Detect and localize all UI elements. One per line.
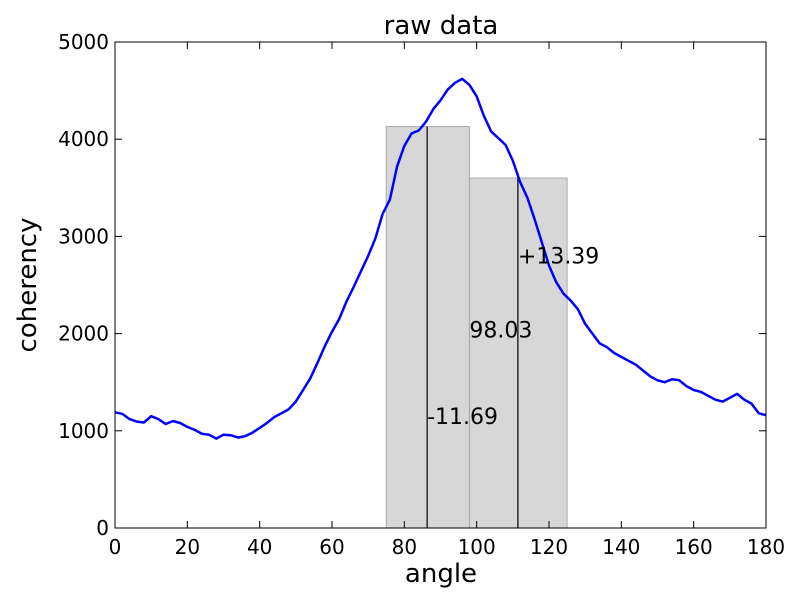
y-tick-label-1: 1000 bbox=[58, 419, 109, 443]
chart-title: raw data bbox=[384, 11, 499, 41]
x-tick-label-0: 0 bbox=[109, 535, 122, 559]
x-tick-label-2: 40 bbox=[247, 535, 272, 559]
x-tick-label-3: 60 bbox=[319, 535, 344, 559]
annotation-2: +13.39 bbox=[518, 245, 599, 270]
vlines-layer bbox=[426, 126, 519, 528]
ticks-layer: 0 20 40 60 80 100 120 140 160 180 0 1000 2000 3000 400… bbox=[58, 30, 785, 559]
y-tick-label-4: 4000 bbox=[58, 127, 109, 151]
y-tick-label-2: 2000 bbox=[58, 322, 109, 346]
series-line bbox=[114, 77, 767, 440]
x-tick-label-4: 80 bbox=[392, 535, 417, 559]
annotation-0: -11.69 bbox=[427, 405, 498, 430]
x-tick-label-6: 120 bbox=[530, 535, 568, 559]
x-axis-label: angle bbox=[405, 559, 477, 589]
y-tick-label-3: 3000 bbox=[58, 224, 109, 248]
plot-frame bbox=[114, 41, 767, 529]
x-tick-label-7: 140 bbox=[602, 535, 640, 559]
y-tick-label-0: 0 bbox=[96, 516, 109, 540]
y-axis-label: coherency bbox=[13, 218, 43, 353]
x-tick-label-1: 20 bbox=[175, 535, 200, 559]
annotations-layer: -11.69 98.03 +13.39 bbox=[427, 245, 599, 430]
y-tick-label-5: 5000 bbox=[58, 30, 109, 54]
annotation-1: 98.03 bbox=[469, 318, 532, 343]
x-tick-label-5: 100 bbox=[458, 535, 496, 559]
bar-0 bbox=[385, 126, 470, 529]
x-tick-label-9: 180 bbox=[747, 535, 785, 559]
x-tick-label-8: 160 bbox=[675, 535, 713, 559]
